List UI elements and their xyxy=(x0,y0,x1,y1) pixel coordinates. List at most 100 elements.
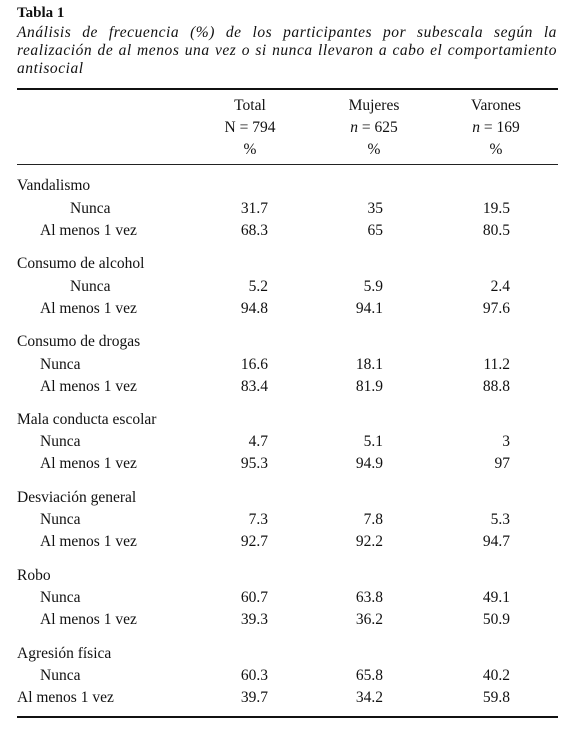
group-title-row: Consumo de drogas xyxy=(0,331,571,353)
cell-mujeres: 65.8 xyxy=(355,667,383,684)
cell-total: 5.2 xyxy=(248,278,268,295)
column-header-total-unit: % xyxy=(243,141,257,158)
cell-mujeres: 34.2 xyxy=(355,689,383,706)
cell-total: 4.7 xyxy=(248,433,268,450)
cell-varones: 88.8 xyxy=(482,378,510,395)
cell-varones: 5.3 xyxy=(490,511,510,528)
column-header-total: Total N = 794 % xyxy=(200,95,300,161)
column-header-mujeres: Mujeres n = 625 % xyxy=(324,95,424,161)
cell-total: 39.7 xyxy=(240,689,268,706)
row-label: Al menos 1 vez xyxy=(40,533,137,550)
cell-varones: 50.9 xyxy=(482,611,510,628)
group-title: Vandalismo xyxy=(17,177,91,194)
column-header-varones-unit: % xyxy=(489,141,503,158)
group-title-row: Desviación general xyxy=(0,487,571,509)
table-row: Al menos 1 vez 94.8 94.1 97.6 xyxy=(0,298,571,320)
cell-varones: 59.8 xyxy=(482,689,510,706)
cell-total: 95.3 xyxy=(240,455,268,472)
table-row: Al menos 1 vez 39.7 34.2 59.8 xyxy=(0,687,571,709)
cell-total: 68.3 xyxy=(240,222,268,239)
cell-mujeres: 7.8 xyxy=(363,511,383,528)
cell-mujeres: 94.9 xyxy=(355,455,383,472)
cell-mujeres: 35 xyxy=(367,200,384,217)
cell-varones: 40.2 xyxy=(482,667,510,684)
cell-varones: 80.5 xyxy=(482,222,510,239)
table-caption-text: Análisis de frecuencia (%) de los partic… xyxy=(17,24,557,77)
column-header-mujeres-unit: % xyxy=(367,141,381,158)
cell-mujeres: 81.9 xyxy=(355,378,383,395)
row-label: Al menos 1 vez xyxy=(40,378,137,395)
cell-varones: 94.7 xyxy=(482,533,510,550)
cell-total: 7.3 xyxy=(248,511,268,528)
bottom-rule xyxy=(17,716,558,718)
table-row: Al menos 1 vez 92.7 92.2 94.7 xyxy=(0,531,571,553)
header-rule xyxy=(17,164,558,165)
cell-varones: 97.6 xyxy=(482,300,510,317)
group-title-row: Consumo de alcohol xyxy=(0,253,571,275)
group-title: Desviación general xyxy=(17,489,137,506)
cell-total: 92.7 xyxy=(240,533,268,550)
row-label: Nunca xyxy=(70,200,111,217)
group-title: Robo xyxy=(17,567,51,584)
cell-mujeres: 65 xyxy=(367,222,384,239)
column-header-varones-n-val: = 169 xyxy=(480,119,520,136)
cell-mujeres: 5.1 xyxy=(363,433,383,450)
cell-total: 31.7 xyxy=(240,200,268,217)
column-header-mujeres-n-var: n xyxy=(350,119,358,136)
table-row: Al menos 1 vez 39.3 36.2 50.9 xyxy=(0,609,571,631)
cell-varones: 19.5 xyxy=(482,200,510,217)
cell-mujeres: 36.2 xyxy=(355,611,383,628)
table-row: Nunca 4.7 5.1 3 xyxy=(0,431,571,453)
cell-mujeres: 92.2 xyxy=(355,533,383,550)
row-label: Nunca xyxy=(40,511,81,528)
column-header-varones-name: Varones xyxy=(471,97,521,114)
group-title: Mala conducta escolar xyxy=(17,411,157,428)
table-row: Nunca 7.3 7.8 5.3 xyxy=(0,509,571,531)
cell-varones: 2.4 xyxy=(490,278,510,295)
column-header-varones: Varones n = 169 % xyxy=(446,95,546,161)
group-title-row: Robo xyxy=(0,565,571,587)
row-label: Nunca xyxy=(40,589,81,606)
cell-varones: 11.2 xyxy=(483,356,510,373)
group-title: Agresión física xyxy=(17,645,112,662)
group-title-row: Vandalismo xyxy=(0,175,571,197)
top-rule xyxy=(17,88,558,90)
table-row: Al menos 1 vez 83.4 81.9 88.8 xyxy=(0,376,571,398)
column-header-total-n: N = 794 xyxy=(224,119,276,136)
row-label: Al menos 1 vez xyxy=(40,300,137,317)
row-label: Al menos 1 vez xyxy=(17,689,114,706)
cell-mujeres: 5.9 xyxy=(363,278,383,295)
table-row: Nunca 5.2 5.9 2.4 xyxy=(0,276,571,298)
table-row: Nunca 60.7 63.8 49.1 xyxy=(0,587,571,609)
group-title: Consumo de alcohol xyxy=(17,255,145,272)
cell-total: 60.3 xyxy=(240,667,268,684)
cell-varones: 49.1 xyxy=(482,589,510,606)
cell-total: 60.7 xyxy=(240,589,268,606)
group-title: Consumo de drogas xyxy=(17,333,141,350)
row-label: Al menos 1 vez xyxy=(40,455,137,472)
table-row: Nunca 31.7 35 19.5 xyxy=(0,198,571,220)
group-title-row: Agresión física xyxy=(0,643,571,665)
group-title-row: Mala conducta escolar xyxy=(0,409,571,431)
cell-varones: 97 xyxy=(494,455,511,472)
row-label: Nunca xyxy=(40,356,81,373)
column-header-mujeres-n-val: = 625 xyxy=(358,119,398,136)
cell-mujeres: 94.1 xyxy=(355,300,383,317)
table-row: Nunca 16.6 18.1 11.2 xyxy=(0,354,571,376)
cell-total: 39.3 xyxy=(240,611,268,628)
cell-total: 83.4 xyxy=(240,378,268,395)
column-header-varones-n: n = 169 xyxy=(446,117,546,139)
cell-mujeres: 18.1 xyxy=(355,356,383,373)
table-row: Nunca 60.3 65.8 40.2 xyxy=(0,665,571,687)
table-row: Al menos 1 vez 95.3 94.9 97 xyxy=(0,453,571,475)
table-caption-label: Tabla 1 xyxy=(17,5,65,21)
cell-mujeres: 63.8 xyxy=(355,589,383,606)
column-header-varones-n-var: n xyxy=(472,119,480,136)
cell-total: 16.6 xyxy=(240,356,268,373)
cell-total: 94.8 xyxy=(240,300,268,317)
column-header-mujeres-name: Mujeres xyxy=(348,97,400,114)
row-label: Al menos 1 vez xyxy=(40,222,137,239)
row-label: Nunca xyxy=(40,433,81,450)
row-label: Nunca xyxy=(70,278,111,295)
